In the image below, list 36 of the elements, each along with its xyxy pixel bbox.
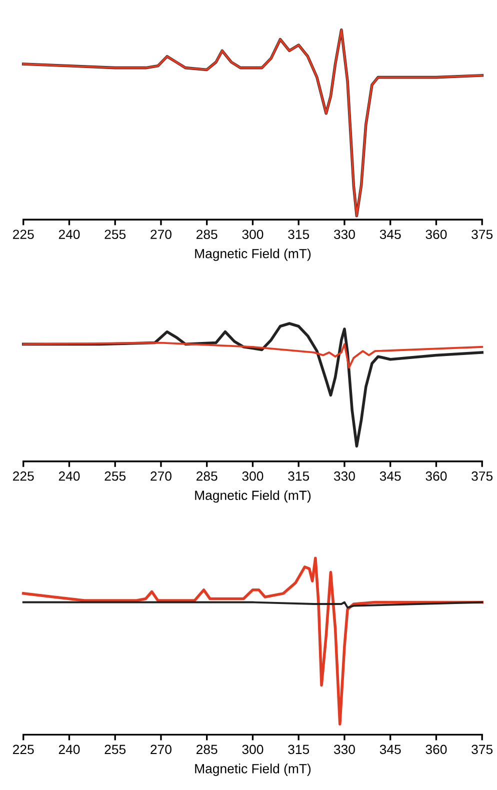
x-tick-label: 345 [380,230,401,240]
x-tick-label: 240 [58,744,80,754]
x-tick-label: 315 [288,230,310,240]
x-tick-label: 300 [242,744,264,754]
x-tick-label: 375 [472,230,493,240]
x-tick-label: 330 [334,744,355,754]
x-tick-label: 300 [242,471,264,481]
x-tick-label: 225 [13,230,34,240]
x-tick-label: 270 [150,230,172,240]
x-tick-label: 330 [334,230,355,240]
x-tick-label: 225 [13,744,34,754]
x-tick-label: 315 [288,471,310,481]
x-tick-label: 270 [150,744,172,754]
x-tick-label: 225 [13,471,34,481]
x-tick-label: 315 [288,744,310,754]
x-tick-label: 285 [196,744,218,754]
x-tick-label: 240 [58,471,80,481]
x-axis-title: Magnetic Field (mT) [195,248,311,261]
x-tick-label: 360 [426,230,447,240]
x-tick-label: 330 [334,471,355,481]
x-tick-label: 345 [380,471,401,481]
x-tick-label: 255 [104,744,126,754]
x-tick-label: 270 [150,471,172,481]
x-tick-label: 285 [196,471,218,481]
x-axis-title: Magnetic Field (mT) [195,490,311,503]
x-tick-label: 240 [58,230,80,240]
x-tick-label: 360 [426,744,447,754]
x-tick-label: 375 [472,471,493,481]
x-tick-label: 375 [472,744,493,754]
x-tick-label: 300 [242,230,264,240]
x-tick-label: 255 [104,230,126,240]
x-axis-title: Magnetic Field (mT) [195,764,311,776]
x-tick-label: 255 [104,471,126,481]
x-tick-label: 345 [380,744,401,754]
x-tick-label: 360 [426,471,447,481]
x-tick-label: 285 [196,230,218,240]
